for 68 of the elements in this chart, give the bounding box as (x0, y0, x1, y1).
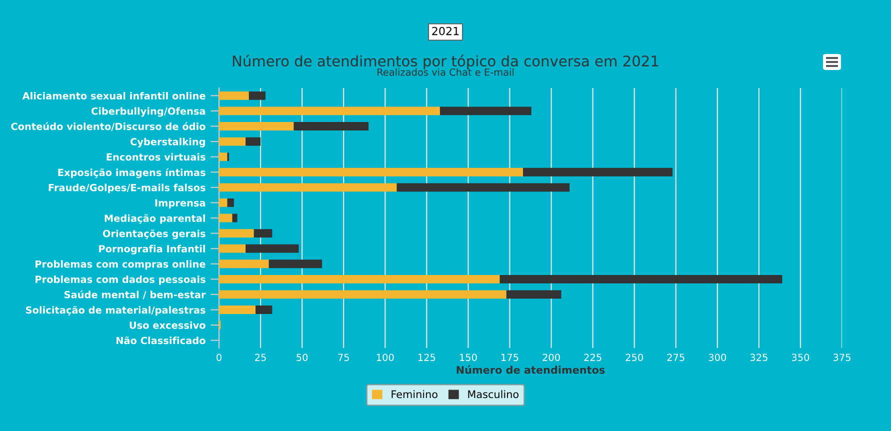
bar (232, 214, 238, 222)
bar (219, 183, 397, 192)
bar (523, 168, 673, 176)
x-tick-label: 25 (255, 354, 266, 362)
x-tick-label: 225 (584, 354, 602, 362)
y-tick-label: Mediação parental (104, 214, 205, 224)
bar (219, 168, 524, 176)
x-tick-label: 375 (833, 354, 850, 362)
y-tick-label: Encontros virtuais (106, 153, 206, 161)
x-tick-label: 325 (750, 354, 768, 362)
bar (219, 106, 440, 116)
y-tick-label: Exposição imagens íntimas (58, 168, 206, 178)
bar (248, 91, 266, 100)
bar (219, 137, 246, 146)
x-tick-label: 125 (418, 354, 436, 362)
x-tick-label: 250 (626, 354, 643, 362)
bar (500, 274, 782, 284)
legend-label: Feminino (392, 390, 438, 398)
bar (219, 214, 232, 222)
y-tick-label: Problemas com compras online (36, 260, 206, 270)
x-tick-label: 175 (502, 354, 518, 362)
y-tick-label: Solicitação de material/palestras (26, 306, 206, 316)
y-tick-label: Imprensa (155, 199, 206, 208)
x-axis-title: Número de atendimentos (456, 365, 605, 374)
x-tick-label: 275 (667, 354, 684, 362)
bar (219, 152, 228, 162)
bar (246, 137, 261, 146)
bar (268, 260, 322, 268)
bar (254, 229, 272, 238)
bar (219, 306, 256, 314)
x-tick-label: 350 (792, 354, 810, 362)
y-tick-label: Cyberstalking (130, 138, 205, 148)
x-tick-label: 50 (296, 354, 308, 362)
bar (440, 106, 532, 116)
y-tick-label: Orientações gerais (102, 230, 206, 240)
y-tick-label: Fraude/Golpes/E-mails falsos (48, 184, 206, 194)
y-tick-label: Aliciamento sexual infantil online (22, 92, 206, 100)
text: 2021 (432, 26, 459, 36)
bar (219, 290, 506, 299)
y-tick-label: Conteúdo violento/Discurso de ódio (11, 122, 206, 131)
y-tick-label: Problemas com dados pessoais (36, 275, 206, 285)
y-tick-label: Pornografia Infantil (99, 244, 205, 254)
x-tick-label: 100 (376, 354, 394, 362)
x-tick-label: 300 (708, 354, 726, 362)
x-tick-label: 75 (338, 354, 349, 362)
chart-title: Número de atendimentos por tópico da conversa em 2021 (232, 54, 658, 70)
y-tick-label: Não Classificado (116, 336, 206, 344)
bar (219, 229, 254, 238)
y-tick-label: Saúde mental / bem-estar (64, 290, 206, 300)
bar (256, 306, 272, 314)
x-tick-label: 0 (216, 354, 222, 362)
bar (219, 91, 249, 100)
bar (246, 244, 299, 253)
bar (219, 244, 246, 253)
legend-label: Masculino (468, 390, 519, 398)
bar (219, 260, 269, 268)
x-tick-label: 150 (460, 354, 477, 362)
y-tick-label: Ciberbullying/Ofensa (91, 107, 206, 117)
y-tick-label: Uso excessivo (130, 321, 206, 329)
x-tick-label: 200 (542, 354, 560, 362)
bar (219, 198, 228, 207)
bar (227, 198, 234, 207)
chart-subtitle: Realizados via Chat e E-mail (378, 68, 514, 76)
bar (294, 122, 369, 130)
bar (219, 274, 500, 284)
bar (219, 122, 294, 130)
bar (506, 290, 562, 299)
bar (396, 183, 570, 192)
